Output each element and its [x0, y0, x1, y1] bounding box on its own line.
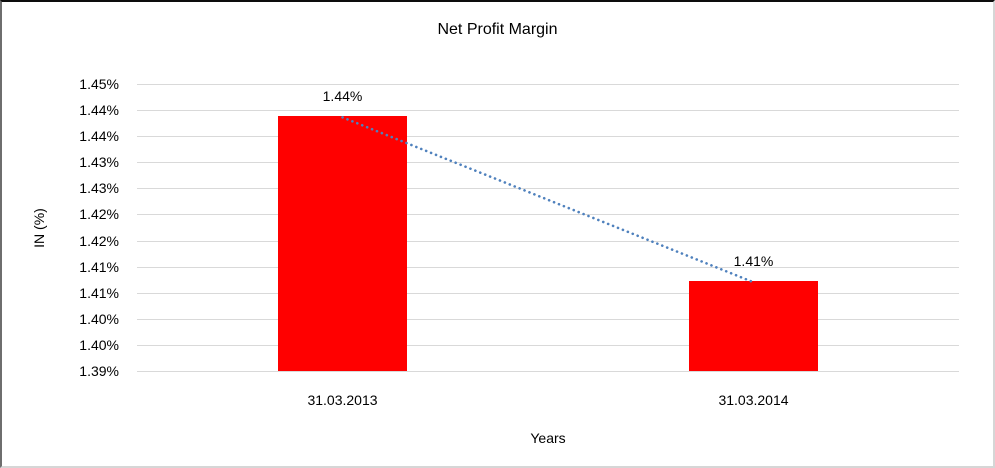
y-tick-label: 1.41% [79, 284, 119, 301]
gridline [137, 162, 959, 164]
gridline [137, 136, 959, 138]
y-tick-label: 1.45% [79, 76, 119, 92]
y-tick-label: 1.40% [79, 310, 119, 327]
y-tick-label: 1.41% [79, 258, 119, 275]
y-tick-label: 1.43% [79, 154, 119, 171]
y-tick-label: 1.40% [79, 336, 119, 353]
gridline [137, 188, 959, 190]
y-tick-label: 1.44% [79, 128, 119, 145]
gridline [137, 371, 959, 372]
gridline [137, 84, 959, 85]
bar-31.03.2014[interactable] [689, 281, 818, 371]
bar-data-label: 1.41% [733, 253, 774, 270]
bar-data-label: 1.44% [322, 88, 363, 105]
gridline [137, 318, 959, 320]
gridline [137, 240, 959, 242]
y-tick-label: 1.42% [79, 206, 119, 223]
y-tick-label: 1.42% [79, 232, 119, 249]
gridline [137, 214, 959, 216]
y-tick-label: 1.44% [79, 102, 119, 119]
bar-31.03.2013[interactable] [278, 116, 407, 371]
gridline [137, 344, 959, 346]
y-tick-label: 1.43% [79, 180, 119, 197]
gridline [137, 110, 959, 112]
gridline [137, 266, 959, 268]
x-tick-label: 31.03.2013 [307, 392, 378, 408]
x-tick-label: 31.03.2014 [718, 392, 789, 408]
gridline [137, 292, 959, 294]
y-tick-label: 1.39% [79, 363, 119, 379]
x-axis-title: Years [530, 430, 566, 446]
chart-title: Net Profit Margin [437, 21, 558, 38]
